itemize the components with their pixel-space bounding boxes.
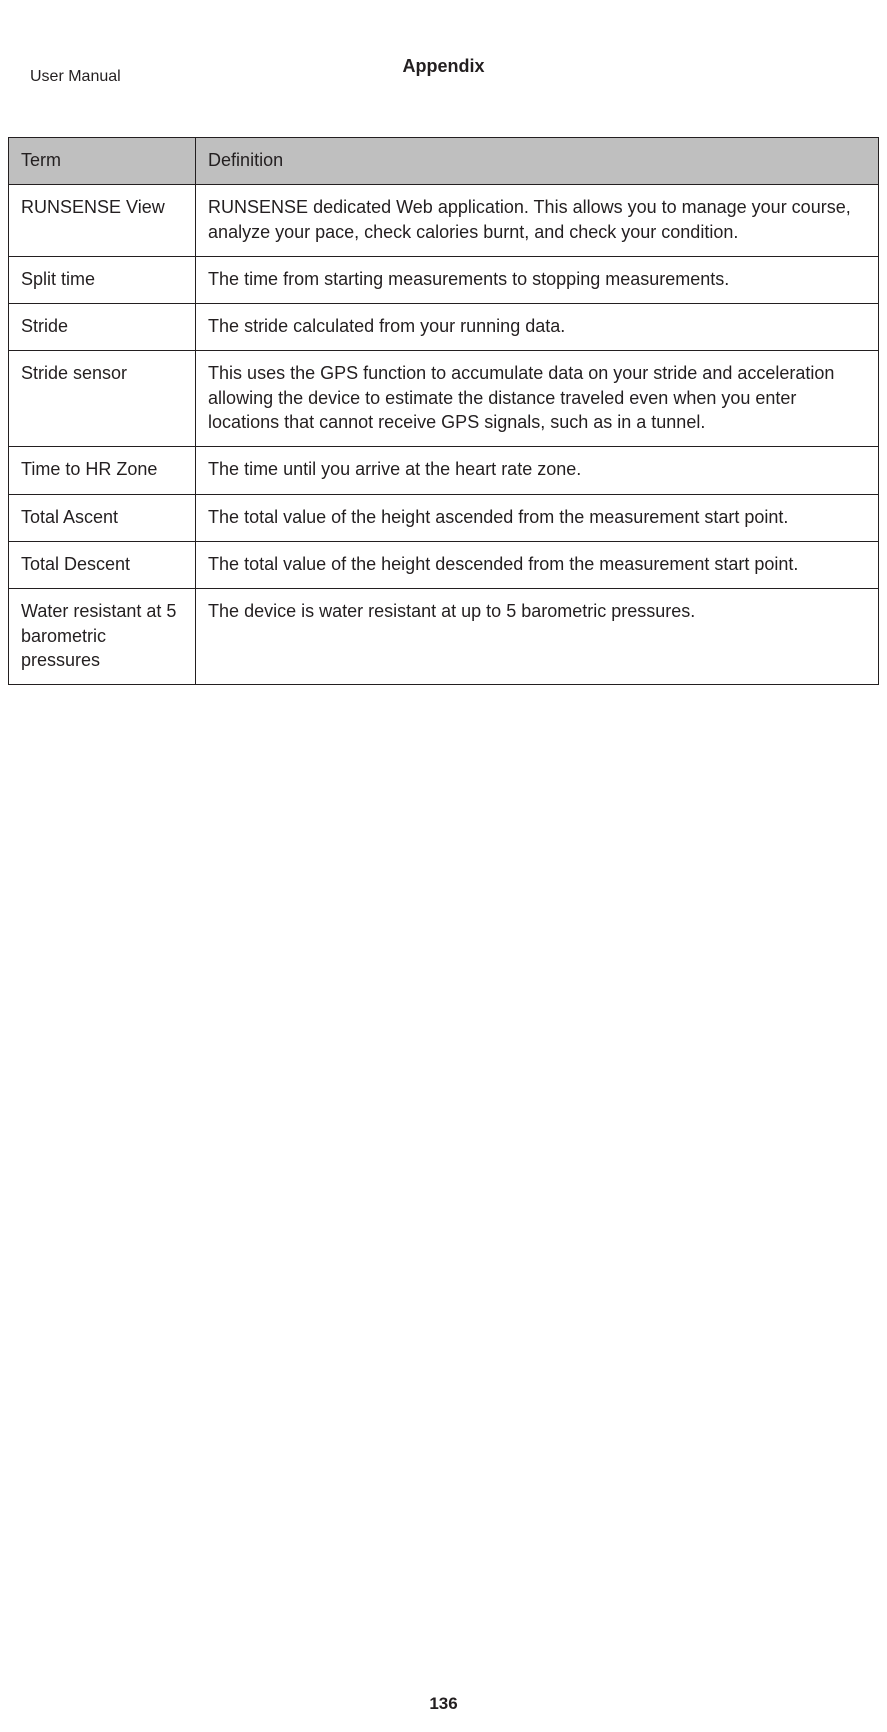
definition-cell: The total value of the height ascended f… bbox=[196, 494, 879, 541]
term-cell: Water resistant at 5 barometric pressure… bbox=[9, 589, 196, 685]
definition-cell: RUNSENSE dedicated Web application. This… bbox=[196, 185, 879, 257]
table-row: Total Ascent The total value of the heig… bbox=[9, 494, 879, 541]
table-header-row: Term Definition bbox=[9, 138, 879, 185]
definition-cell: The device is water resistant at up to 5… bbox=[196, 589, 879, 685]
definition-cell: This uses the GPS function to accumulate… bbox=[196, 351, 879, 447]
definition-cell: The stride calculated from your running … bbox=[196, 304, 879, 351]
section-title: Appendix bbox=[0, 56, 887, 77]
term-cell: Stride bbox=[9, 304, 196, 351]
term-cell: Total Descent bbox=[9, 541, 196, 588]
page-number: 136 bbox=[0, 1694, 887, 1714]
table-row: Stride The stride calculated from your r… bbox=[9, 304, 879, 351]
term-cell: RUNSENSE View bbox=[9, 185, 196, 257]
table-row: Time to HR Zone The time until you arriv… bbox=[9, 447, 879, 494]
term-cell: Stride sensor bbox=[9, 351, 196, 447]
table-row: Stride sensor This uses the GPS function… bbox=[9, 351, 879, 447]
table-row: Total Descent The total value of the hei… bbox=[9, 541, 879, 588]
term-cell: Total Ascent bbox=[9, 494, 196, 541]
col-header-definition: Definition bbox=[196, 138, 879, 185]
term-cell: Split time bbox=[9, 256, 196, 303]
term-cell: Time to HR Zone bbox=[9, 447, 196, 494]
terms-table: Term Definition RUNSENSE View RUNSENSE d… bbox=[8, 137, 879, 685]
table-row: Water resistant at 5 barometric pressure… bbox=[9, 589, 879, 685]
definition-cell: The time from starting measurements to s… bbox=[196, 256, 879, 303]
doc-header-label: User Manual bbox=[30, 68, 121, 86]
definition-cell: The time until you arrive at the heart r… bbox=[196, 447, 879, 494]
col-header-term: Term bbox=[9, 138, 196, 185]
definition-cell: The total value of the height descended … bbox=[196, 541, 879, 588]
table-row: Split time The time from starting measur… bbox=[9, 256, 879, 303]
table-row: RUNSENSE View RUNSENSE dedicated Web app… bbox=[9, 185, 879, 257]
